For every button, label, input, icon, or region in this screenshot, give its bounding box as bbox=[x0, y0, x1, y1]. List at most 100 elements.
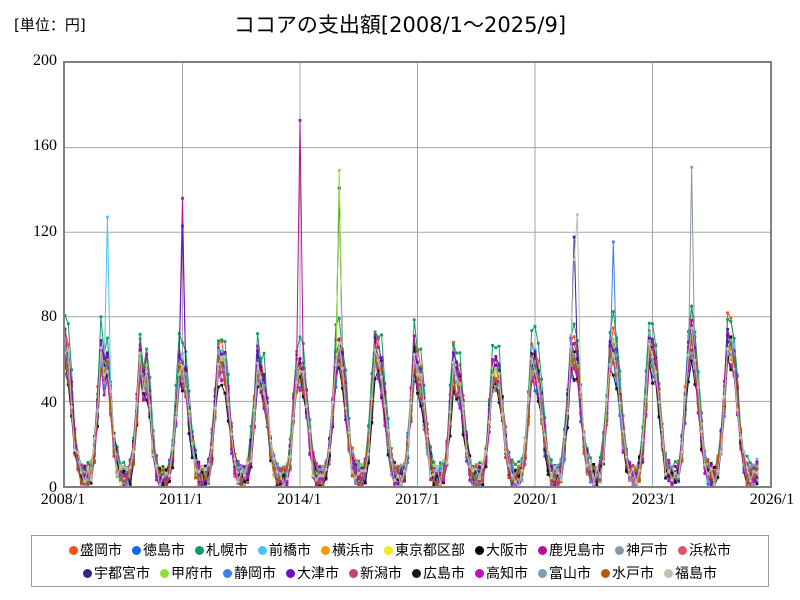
series-marker bbox=[491, 373, 494, 377]
series-marker bbox=[709, 476, 713, 480]
series-marker bbox=[223, 355, 227, 359]
legend-item[interactable]: 大津市 bbox=[286, 567, 339, 581]
legend-item[interactable]: 宇都宮市 bbox=[83, 567, 150, 581]
series-marker bbox=[429, 478, 432, 482]
series-marker bbox=[729, 354, 733, 357]
series-marker bbox=[207, 472, 211, 476]
legend-item[interactable]: 盛岡市 bbox=[69, 544, 122, 558]
series-marker bbox=[282, 477, 286, 480]
series-marker bbox=[624, 463, 628, 467]
legend-item[interactable]: 札幌市 bbox=[195, 544, 248, 558]
series-marker bbox=[442, 471, 446, 475]
series-marker bbox=[481, 475, 485, 479]
series-marker bbox=[530, 357, 534, 361]
series-marker bbox=[203, 477, 207, 481]
series-marker bbox=[735, 375, 739, 378]
series-marker bbox=[491, 383, 494, 387]
series-marker bbox=[194, 476, 197, 480]
series-marker bbox=[755, 464, 759, 468]
series-marker bbox=[432, 473, 436, 476]
series-marker bbox=[540, 391, 543, 395]
legend-item[interactable]: 鹿児島市 bbox=[538, 544, 605, 558]
series-marker bbox=[236, 465, 240, 469]
series-marker bbox=[572, 378, 576, 382]
series-marker bbox=[122, 465, 126, 469]
series-marker bbox=[357, 465, 361, 469]
series-marker bbox=[749, 461, 752, 465]
series-marker bbox=[341, 379, 344, 383]
series-marker bbox=[582, 452, 586, 456]
series-marker bbox=[217, 346, 220, 350]
series-marker bbox=[585, 464, 589, 468]
series-marker bbox=[138, 348, 142, 352]
series-marker bbox=[468, 478, 472, 482]
series-marker bbox=[425, 442, 429, 446]
legend-item[interactable]: 広島市 bbox=[412, 567, 465, 581]
series-marker bbox=[406, 451, 410, 455]
series-marker bbox=[158, 478, 162, 482]
series-marker bbox=[494, 346, 498, 350]
series-marker bbox=[403, 462, 406, 466]
legend-item[interactable]: 横浜市 bbox=[321, 544, 374, 558]
legend-item[interactable]: 新潟市 bbox=[349, 567, 402, 581]
series-marker bbox=[468, 465, 472, 468]
series-marker bbox=[664, 451, 667, 455]
legend-item[interactable]: 水戸市 bbox=[601, 567, 654, 581]
series-marker bbox=[376, 377, 380, 380]
legend-item[interactable]: 徳島市 bbox=[132, 544, 185, 558]
legend-item[interactable]: 高知市 bbox=[475, 567, 528, 581]
series-marker bbox=[194, 451, 197, 455]
series-marker bbox=[589, 472, 592, 476]
series-marker bbox=[608, 340, 612, 343]
series-marker bbox=[432, 470, 436, 474]
series-marker bbox=[311, 474, 315, 478]
series-marker bbox=[200, 475, 204, 478]
series-marker bbox=[106, 358, 109, 362]
series-marker bbox=[533, 363, 537, 367]
series-marker bbox=[164, 484, 168, 486]
legend-item[interactable]: 東京都区部 bbox=[384, 544, 465, 558]
series-marker bbox=[494, 370, 498, 374]
series-marker bbox=[543, 448, 547, 451]
series-marker bbox=[66, 380, 70, 384]
series-marker bbox=[301, 382, 305, 386]
series-marker bbox=[566, 393, 570, 397]
series-marker bbox=[262, 378, 266, 382]
series-marker bbox=[65, 351, 67, 355]
series-marker bbox=[458, 371, 462, 374]
legend-item[interactable]: 甲府市 bbox=[160, 567, 213, 581]
series-marker bbox=[693, 359, 697, 362]
series-marker bbox=[141, 370, 145, 373]
series-marker bbox=[497, 389, 501, 393]
series-marker bbox=[70, 406, 73, 409]
legend-item[interactable]: 神戸市 bbox=[615, 544, 668, 558]
legend-item[interactable]: 大阪市 bbox=[475, 544, 528, 558]
series-marker bbox=[530, 380, 534, 383]
series-marker bbox=[66, 369, 70, 372]
series-marker bbox=[262, 401, 266, 405]
series-marker bbox=[729, 335, 733, 339]
series-marker bbox=[416, 372, 419, 376]
series-marker bbox=[76, 460, 80, 464]
series-marker bbox=[233, 465, 237, 469]
legend-item[interactable]: 富山市 bbox=[538, 567, 591, 581]
series-marker bbox=[634, 483, 638, 486]
series-marker bbox=[452, 386, 455, 389]
series-marker bbox=[295, 353, 299, 357]
series-marker bbox=[628, 461, 632, 465]
series-marker bbox=[318, 472, 321, 475]
series-marker bbox=[275, 475, 279, 479]
series-marker bbox=[125, 473, 129, 477]
series-marker bbox=[203, 474, 207, 478]
legend-marker-icon bbox=[475, 569, 484, 578]
series-marker bbox=[670, 469, 674, 473]
legend-item[interactable]: 福島市 bbox=[664, 567, 717, 581]
series-marker bbox=[536, 377, 540, 381]
legend-item[interactable]: 静岡市 bbox=[223, 567, 276, 581]
legend-item[interactable]: 浜松市 bbox=[678, 544, 731, 558]
series-marker bbox=[168, 469, 171, 472]
legend-marker-icon bbox=[223, 569, 232, 578]
series-marker bbox=[128, 478, 132, 482]
legend-item[interactable]: 前橋市 bbox=[258, 544, 311, 558]
series-marker bbox=[89, 461, 93, 465]
